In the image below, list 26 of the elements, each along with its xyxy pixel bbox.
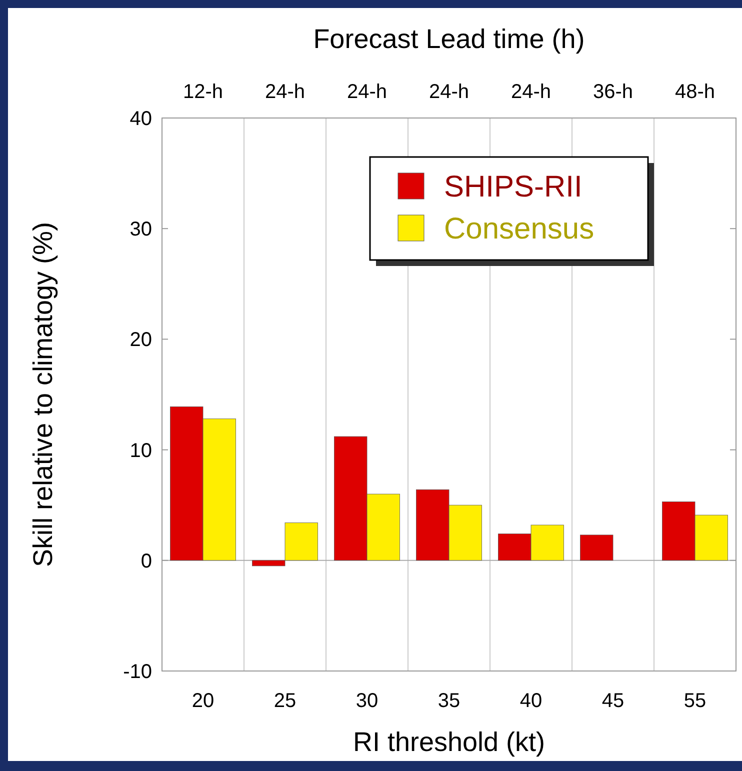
y-tick-label: 40 (130, 108, 152, 130)
text: 24-h (510, 81, 552, 103)
x2-axis-title: Forecast Lead time (h) (313, 24, 585, 54)
x-tick-label: 30 (356, 690, 378, 712)
text: 12-h (182, 81, 224, 103)
legend-label: SHIPS-RII (444, 170, 582, 204)
x-tick-label: 25 (274, 690, 296, 712)
text: 24-h (264, 81, 306, 103)
y-tick-label: 30 (130, 218, 152, 241)
y-tick-label: 20 (130, 329, 152, 352)
y-tick-label: 10 (130, 440, 152, 462)
y-tick-label: 0 (140, 550, 152, 572)
x-axis-title: RI threshold (kt) (352, 727, 546, 757)
text: 24-h (346, 81, 388, 103)
y-tick-label: -10 (123, 661, 152, 683)
x-tick-label: 40 (520, 690, 542, 712)
y-axis-title: Skill relative to climatogy (%) (28, 222, 58, 568)
x-tick-label: 55 (684, 690, 706, 712)
x-tick-label: 20 (192, 690, 214, 712)
bar (580, 534, 614, 561)
text: 36-h (592, 81, 634, 103)
x-tick-label: 45 (602, 690, 624, 712)
text: 48-h (674, 81, 716, 103)
x-tick-label: 35 (438, 690, 460, 712)
text: 24-h (428, 81, 470, 103)
legend-label: Consensus (444, 212, 594, 246)
